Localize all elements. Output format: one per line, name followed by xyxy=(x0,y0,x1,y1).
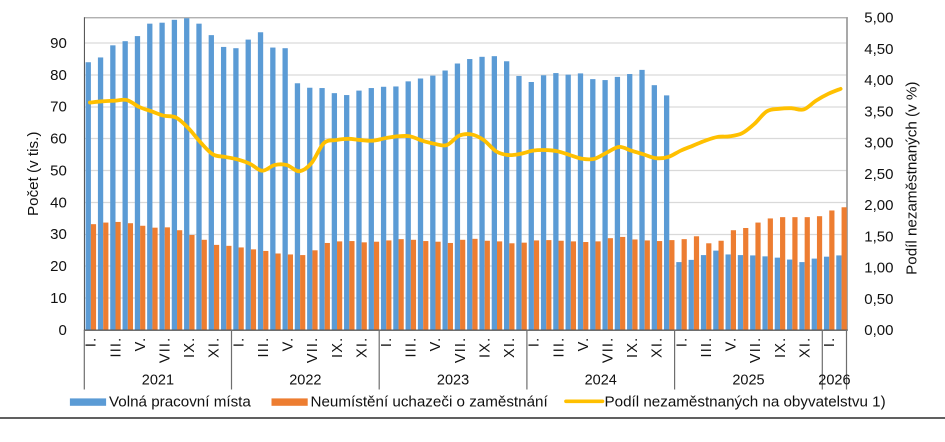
svg-text:Podíl nezaměstnaných na obyvat: Podíl nezaměstnaných na obyvatelstvu 1) xyxy=(605,393,886,410)
svg-text:V.: V. xyxy=(281,337,297,352)
svg-text:I.: I. xyxy=(674,337,690,347)
svg-text:3,50: 3,50 xyxy=(864,103,893,120)
svg-text:IX.: IX. xyxy=(477,337,493,358)
svg-text:80: 80 xyxy=(50,67,67,84)
svg-text:0: 0 xyxy=(58,322,66,339)
svg-text:I.: I. xyxy=(231,337,247,347)
svg-text:70: 70 xyxy=(50,99,67,116)
svg-text:10: 10 xyxy=(50,290,67,307)
svg-text:V.: V. xyxy=(428,337,444,352)
svg-text:5,00: 5,00 xyxy=(864,10,893,27)
svg-text:IX.: IX. xyxy=(330,337,346,358)
svg-text:Podíl nezaměstnaných (v %): Podíl nezaměstnaných (v %) xyxy=(904,82,921,275)
svg-text:90: 90 xyxy=(50,35,67,52)
svg-text:2,00: 2,00 xyxy=(864,197,893,214)
svg-text:V.: V. xyxy=(724,337,740,352)
svg-text:XI.: XI. xyxy=(207,337,223,358)
svg-text:2026: 2026 xyxy=(818,373,850,389)
svg-text:Počet (v tis.): Počet (v tis.) xyxy=(25,132,42,216)
svg-text:III.: III. xyxy=(699,337,715,358)
svg-text:30: 30 xyxy=(50,226,67,243)
svg-text:VII.: VII. xyxy=(601,337,617,364)
svg-text:VII.: VII. xyxy=(453,337,469,364)
svg-text:VII.: VII. xyxy=(305,337,321,364)
svg-text:IX.: IX. xyxy=(182,337,198,358)
svg-text:Neumístění uchazeči o zaměstná: Neumístění uchazeči o zaměstnání xyxy=(311,393,549,410)
svg-text:1,00: 1,00 xyxy=(864,260,893,277)
svg-text:I.: I. xyxy=(84,337,100,347)
svg-text:XI.: XI. xyxy=(502,337,518,358)
svg-text:2025: 2025 xyxy=(732,373,764,389)
svg-text:2023: 2023 xyxy=(437,373,469,389)
svg-text:XI.: XI. xyxy=(797,337,813,358)
svg-text:I.: I. xyxy=(822,337,838,347)
svg-text:III.: III. xyxy=(256,337,272,358)
svg-text:VII.: VII. xyxy=(157,337,173,364)
svg-text:I.: I. xyxy=(527,337,543,347)
svg-text:VII.: VII. xyxy=(748,337,764,364)
svg-text:V.: V. xyxy=(133,337,149,352)
svg-text:IX.: IX. xyxy=(625,337,641,358)
svg-text:1,50: 1,50 xyxy=(864,228,893,245)
svg-text:XI.: XI. xyxy=(650,337,666,358)
svg-text:2022: 2022 xyxy=(289,373,321,389)
svg-text:IX.: IX. xyxy=(773,337,789,358)
svg-text:3,00: 3,00 xyxy=(864,135,893,152)
svg-text:0,50: 0,50 xyxy=(864,291,893,308)
svg-text:Volná pracovní místa: Volná pracovní místa xyxy=(109,393,251,410)
svg-text:2021: 2021 xyxy=(142,373,174,389)
svg-text:2024: 2024 xyxy=(585,373,617,389)
svg-text:XI.: XI. xyxy=(354,337,370,358)
svg-text:I.: I. xyxy=(379,337,395,347)
svg-text:III.: III. xyxy=(551,337,567,358)
svg-text:2,50: 2,50 xyxy=(864,166,893,183)
svg-text:40: 40 xyxy=(50,194,67,211)
svg-text:20: 20 xyxy=(50,258,67,275)
svg-text:60: 60 xyxy=(50,131,67,148)
svg-text:50: 50 xyxy=(50,162,67,179)
svg-text:III.: III. xyxy=(108,337,124,358)
svg-text:4,00: 4,00 xyxy=(864,72,893,89)
svg-text:III.: III. xyxy=(404,337,420,358)
svg-text:4,50: 4,50 xyxy=(864,41,893,58)
svg-text:V.: V. xyxy=(576,337,592,352)
svg-text:0,00: 0,00 xyxy=(864,322,893,339)
